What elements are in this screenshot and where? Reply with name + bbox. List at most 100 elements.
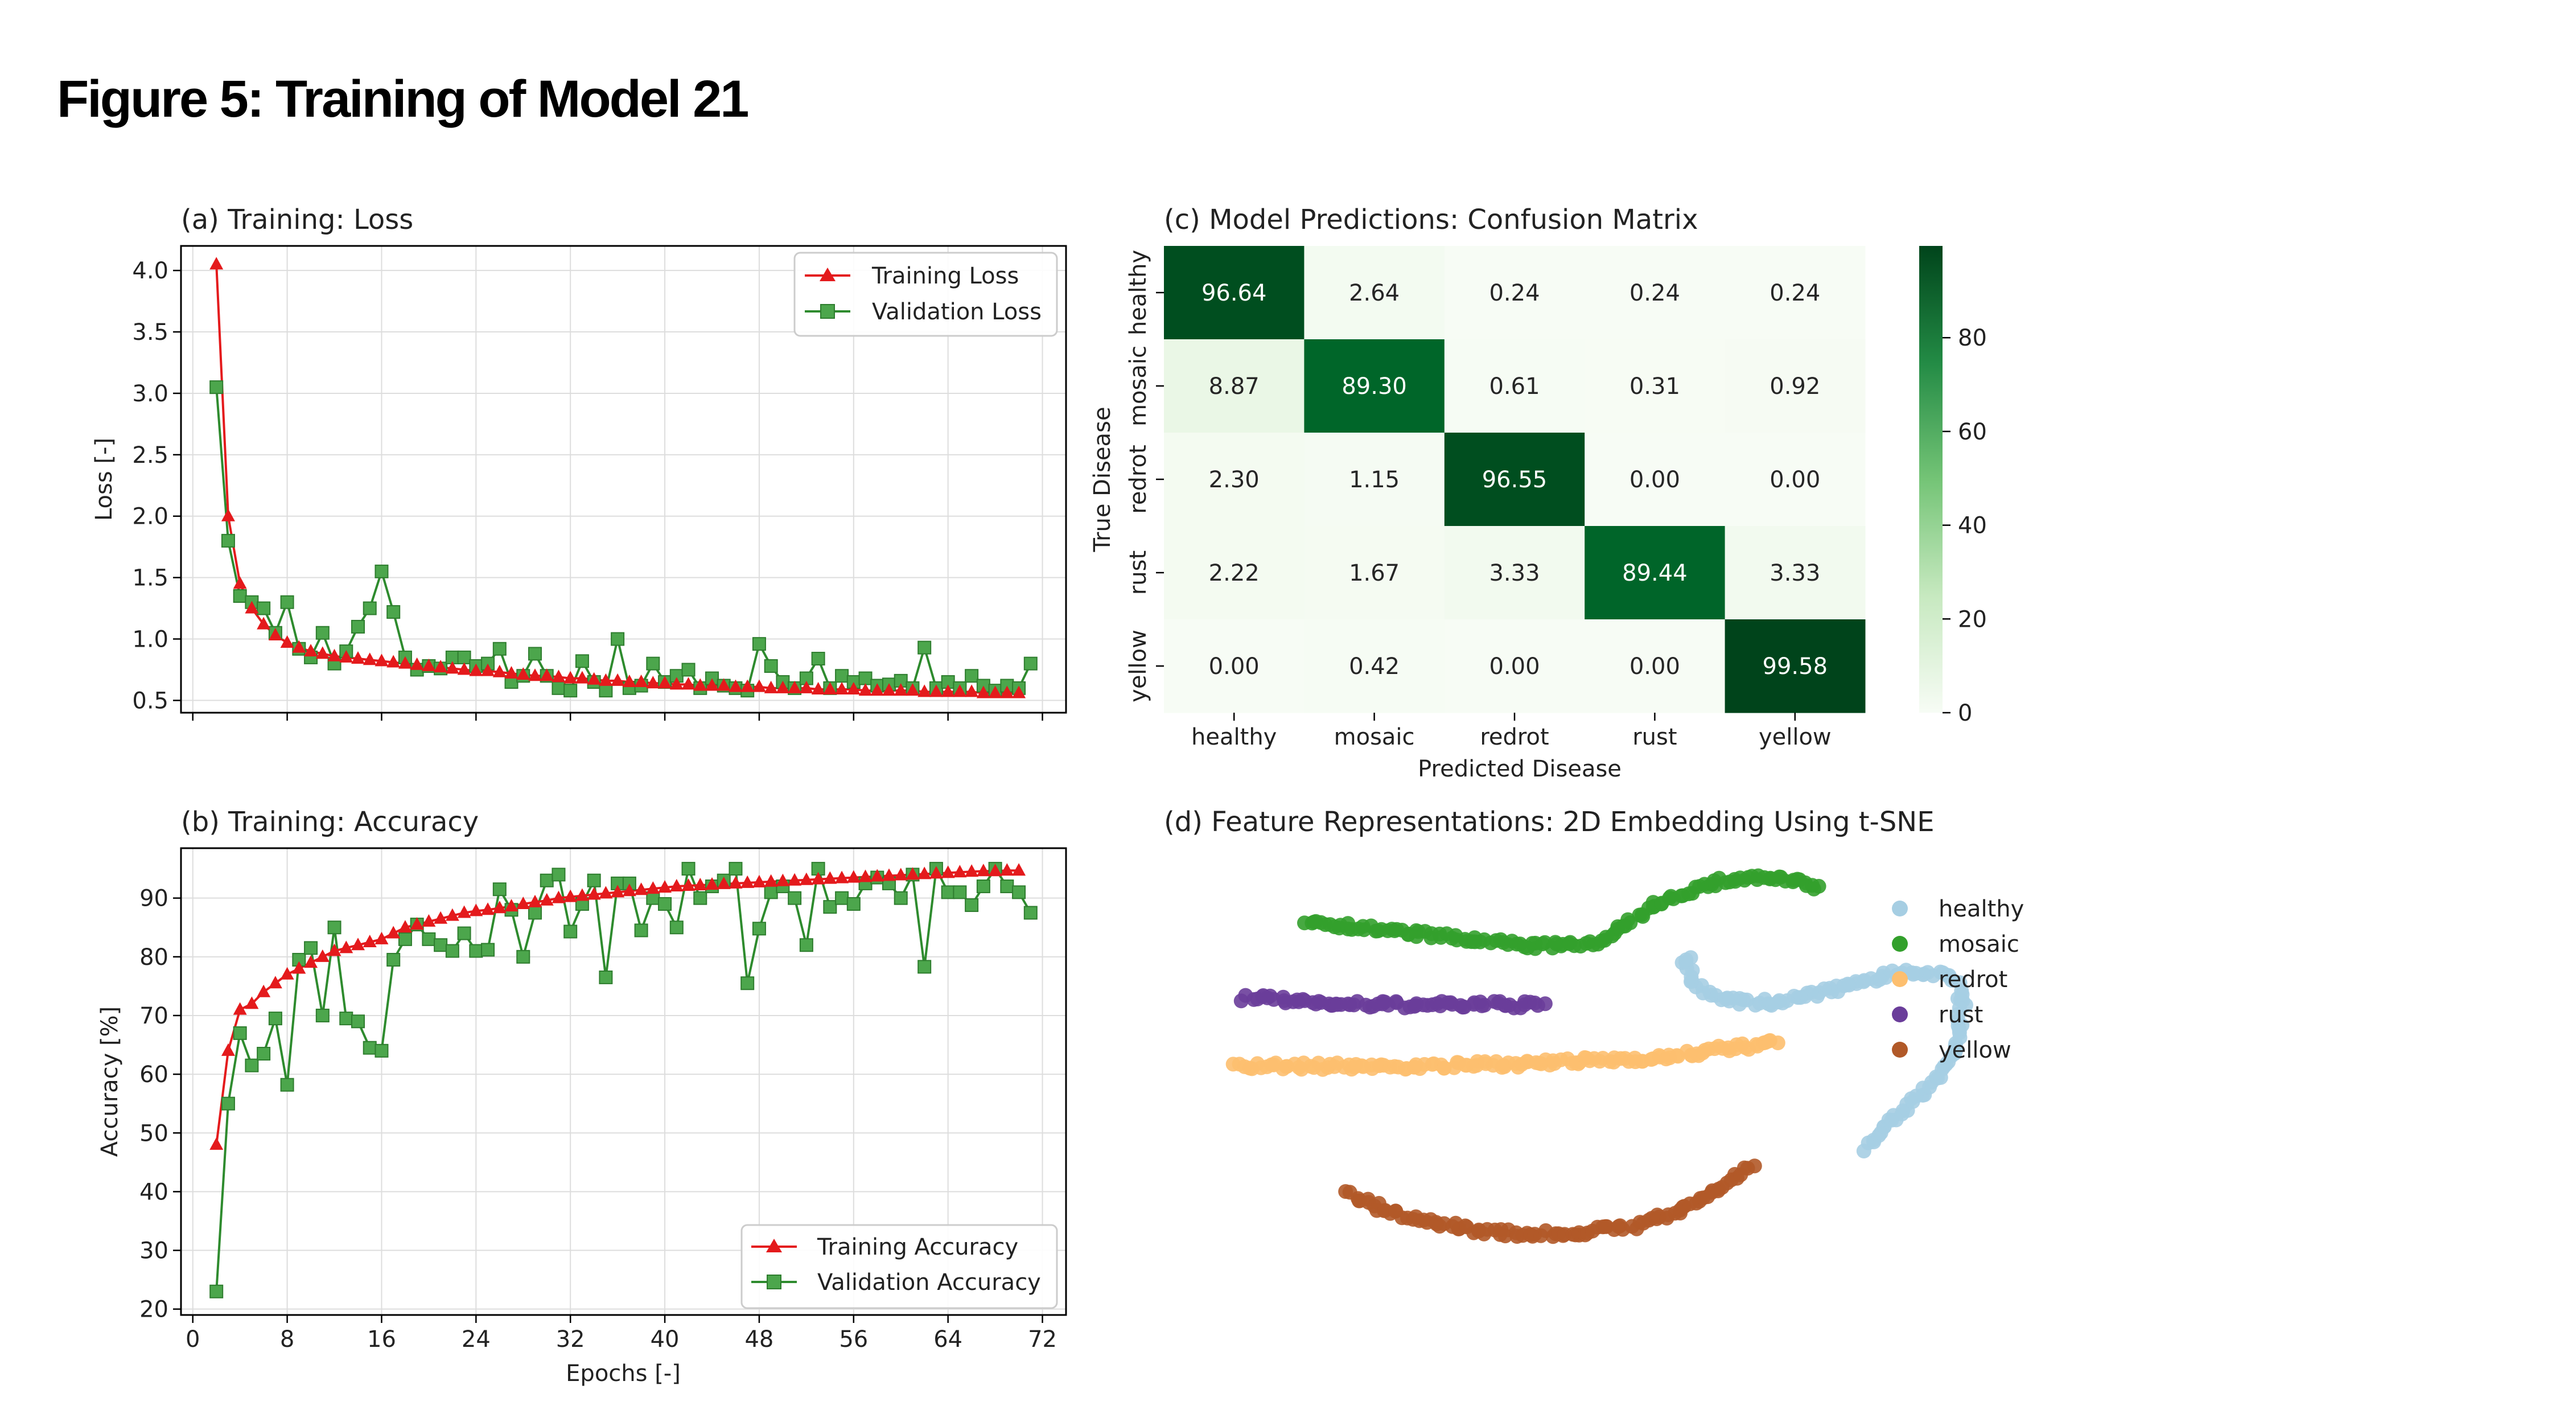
- a-val-point: [858, 671, 873, 685]
- a-val-point: [363, 601, 377, 615]
- b-train-point: [587, 887, 601, 900]
- a-ytick-label: 4.0: [132, 258, 168, 284]
- a-val-point: [965, 669, 979, 683]
- confusion-cell: [1725, 433, 1866, 527]
- a-train-point: [858, 683, 873, 696]
- a-train-point: [434, 660, 448, 673]
- panel-c-confusion: (c) Model Predictions: Confusion Matrix …: [1089, 204, 1987, 782]
- a-train-point: [717, 678, 731, 691]
- confusion-cell: [1304, 433, 1445, 527]
- confusion-cell-value: 96.55: [1482, 467, 1548, 493]
- panel-b-plot-area: [209, 862, 1038, 1298]
- a-val-point: [1023, 656, 1038, 671]
- a-val-point: [764, 659, 778, 673]
- b-train-point: [681, 878, 696, 891]
- a-train-point: [811, 682, 825, 694]
- b-train-point: [811, 872, 825, 885]
- b-train-point: [315, 949, 330, 962]
- a-train-point: [835, 682, 849, 694]
- b-val-point: [729, 862, 743, 876]
- legend-a-val-marker: [820, 304, 835, 319]
- b-val-point: [445, 944, 459, 958]
- b-val-point: [823, 900, 837, 914]
- b-train-point: [669, 879, 684, 892]
- b-val-point: [693, 891, 707, 905]
- b-ytick-label: 60: [139, 1062, 168, 1088]
- b-train-point: [965, 864, 979, 877]
- b-train-point: [563, 889, 578, 902]
- a-val-point: [599, 684, 613, 698]
- confusion-cell: [1304, 339, 1445, 433]
- b-val-point: [953, 885, 967, 899]
- b-train-point: [870, 869, 884, 882]
- a-train-point: [599, 673, 613, 686]
- tsne-legend-label: redrot: [1939, 967, 2007, 993]
- b-val-point: [1000, 879, 1014, 894]
- b-train-point: [622, 883, 636, 897]
- b-train-point: [846, 870, 861, 883]
- b-val-point: [976, 879, 990, 894]
- a-train-point: [894, 683, 908, 696]
- tsne-cluster-redrot: [1225, 1033, 1785, 1077]
- b-train-point: [516, 896, 530, 909]
- b-ytick-label: 30: [139, 1238, 168, 1264]
- b-train-point: [339, 940, 353, 953]
- a-val-point: [528, 647, 542, 661]
- tsne-cluster-mosaic: [1297, 868, 1826, 956]
- b-val-point: [540, 873, 554, 887]
- b-val-point: [528, 906, 542, 920]
- a-ytick-label: 3.5: [132, 319, 168, 346]
- b-train-point: [823, 871, 837, 884]
- b-train-point: [575, 888, 589, 901]
- a-val-point: [811, 652, 825, 666]
- b-train-point: [398, 920, 412, 933]
- panel-b-frame: [180, 847, 1067, 1316]
- confusion-col-label: rust: [1632, 724, 1677, 750]
- confusion-col-label: mosaic: [1334, 724, 1415, 750]
- b-val-point: [280, 1078, 294, 1092]
- panel-a-x-ticks: [192, 713, 1043, 721]
- b-train-point: [351, 938, 365, 951]
- a-train-point: [587, 672, 601, 685]
- a-val-point: [492, 642, 507, 656]
- confusion-cell-value: 2.30: [1209, 467, 1260, 493]
- confusion-cell-value: 3.33: [1489, 560, 1540, 586]
- confusion-row-label: mosaic: [1125, 346, 1151, 426]
- a-train-point: [363, 652, 377, 665]
- b-train-point: [894, 868, 908, 881]
- confusion-cell-value: 8.87: [1209, 373, 1260, 400]
- colorbar-gradient: [1919, 246, 1943, 713]
- b-val-point: [563, 924, 578, 939]
- confusion-cell: [1164, 339, 1305, 433]
- b-train-point: [257, 984, 271, 997]
- a-train-point: [563, 671, 578, 684]
- b-ytick-label: 20: [139, 1297, 168, 1323]
- confusion-row-label: rust: [1125, 550, 1151, 595]
- b-train-point: [917, 866, 932, 879]
- a-train-point: [705, 678, 719, 691]
- a-train-point: [469, 663, 483, 676]
- b-train-point: [929, 866, 943, 879]
- legend-b-train-label: Training Accuracy: [817, 1234, 1018, 1260]
- b-train-point: [788, 873, 802, 886]
- b-val-point: [375, 1043, 389, 1058]
- confusion-cell: [1304, 526, 1445, 620]
- b-train-point: [221, 1043, 235, 1056]
- confusion-cell-value: 0.92: [1770, 373, 1820, 400]
- b-train-point: [953, 865, 967, 878]
- b-val-point: [386, 952, 401, 967]
- confusion-col-labels: healthy mosaic redrot rust yellow: [1191, 713, 1832, 750]
- a-train-point: [776, 680, 790, 693]
- legend-a-val-label: Validation Loss: [872, 299, 1042, 325]
- a-train-point: [516, 667, 530, 680]
- a-train-point: [280, 635, 294, 648]
- b-train-point: [599, 886, 613, 899]
- b-train-point: [327, 943, 341, 956]
- b-train-point: [233, 1002, 247, 1015]
- confusion-cell: [1444, 433, 1585, 527]
- panel-d-tsne: (d) Feature Representations: 2D Embeddin…: [1164, 806, 2024, 1244]
- a-val-point: [315, 626, 330, 640]
- b-val-point: [917, 960, 932, 974]
- confusion-cell-value: 96.64: [1201, 280, 1267, 306]
- confusion-cell: [1725, 619, 1866, 713]
